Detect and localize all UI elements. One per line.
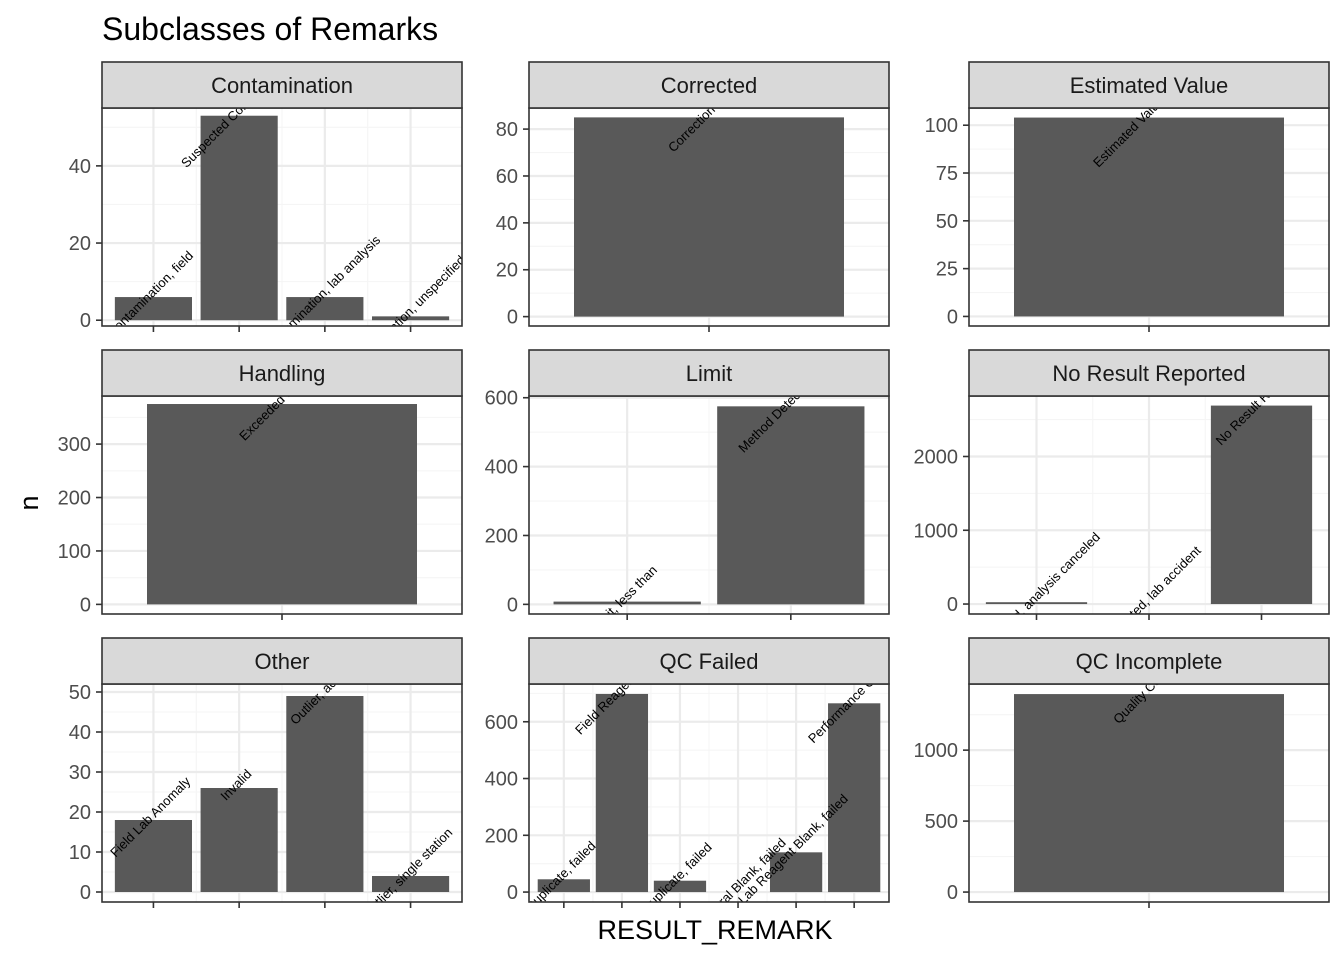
bar	[595, 693, 649, 893]
bar	[286, 297, 364, 321]
y-tick-label: 0	[507, 882, 518, 904]
y-tick-label: 75	[936, 163, 958, 185]
y-tick-label: 20	[69, 233, 91, 255]
facet-strip	[101, 61, 463, 109]
facet-strip-label: Handling	[239, 361, 326, 386]
y-tick-label: 600	[485, 388, 518, 410]
bar	[372, 316, 450, 321]
y-tick-label: 0	[947, 594, 958, 616]
bar	[717, 406, 865, 605]
y-tick-label: 400	[485, 457, 518, 479]
y-tick-label: 50	[936, 211, 958, 233]
bar	[286, 696, 364, 892]
bar	[200, 115, 278, 321]
bar	[574, 117, 844, 317]
facet-strip	[968, 349, 1330, 397]
facet-strip-label: Corrected	[661, 73, 758, 98]
y-tick-label: 400	[485, 769, 518, 791]
facet-strip-label: No Result Reported	[1052, 361, 1245, 386]
y-tick-label: 20	[69, 802, 91, 824]
facet-strip-label: Other	[254, 649, 309, 674]
y-tick-label: 100	[58, 541, 91, 563]
facet-strip-label: QC Incomplete	[1076, 649, 1223, 674]
y-tick-label: 200	[485, 525, 518, 547]
bar	[372, 876, 450, 892]
y-tick-label: 0	[80, 594, 91, 616]
y-tick-label: 1000	[914, 520, 959, 542]
y-tick-label: 25	[936, 259, 958, 281]
facet-strip	[968, 61, 1330, 109]
y-tick-label: 500	[925, 811, 958, 833]
bar	[1014, 117, 1284, 317]
facet-strip	[101, 349, 463, 397]
bar	[200, 788, 278, 892]
y-tick-label: 40	[496, 213, 518, 235]
bar	[985, 602, 1088, 605]
facet-strip	[101, 637, 463, 685]
bar	[553, 601, 701, 605]
bar	[114, 297, 192, 321]
bar	[1014, 694, 1284, 893]
y-tick-label: 50	[69, 682, 91, 704]
bar	[1210, 405, 1313, 605]
bar	[147, 404, 417, 605]
chart-title: Subclasses of Remarks	[102, 11, 438, 47]
bar	[769, 852, 823, 893]
facet-strip-label: QC Failed	[659, 649, 758, 674]
y-axis-title: n	[14, 495, 44, 510]
y-tick-label: 30	[69, 762, 91, 784]
y-tick-label: 300	[58, 434, 91, 456]
facet-strip	[968, 637, 1330, 685]
y-tick-label: 20	[496, 260, 518, 282]
y-tick-label: 200	[485, 825, 518, 847]
bar	[537, 879, 590, 893]
y-tick-label: 60	[496, 166, 518, 188]
y-tick-label: 200	[58, 488, 91, 510]
y-tick-label: 0	[80, 310, 91, 332]
y-tick-label: 0	[507, 594, 518, 616]
y-tick-label: 80	[496, 119, 518, 141]
facet-strip-label: Contamination	[211, 73, 353, 98]
y-tick-label: 0	[507, 307, 518, 329]
y-tick-label: 1000	[914, 740, 959, 762]
y-tick-label: 600	[485, 712, 518, 734]
y-tick-label: 0	[80, 882, 91, 904]
bar	[653, 880, 707, 893]
bar	[828, 703, 881, 893]
y-tick-label: 2000	[914, 446, 959, 468]
y-tick-label: 100	[925, 115, 958, 137]
facet-strip	[528, 61, 890, 109]
facet-strip	[528, 637, 890, 685]
x-axis-title: RESULT_REMARK	[597, 915, 832, 945]
y-tick-label: 40	[69, 156, 91, 178]
y-tick-label: 40	[69, 722, 91, 744]
facet-strip	[528, 349, 890, 397]
facet-strip-label: Estimated Value	[1070, 73, 1229, 98]
y-tick-label: 10	[69, 842, 91, 864]
y-tick-label: 0	[947, 882, 958, 904]
facet-strip-label: Limit	[686, 361, 732, 386]
y-tick-label: 0	[947, 306, 958, 328]
bar	[114, 820, 192, 892]
